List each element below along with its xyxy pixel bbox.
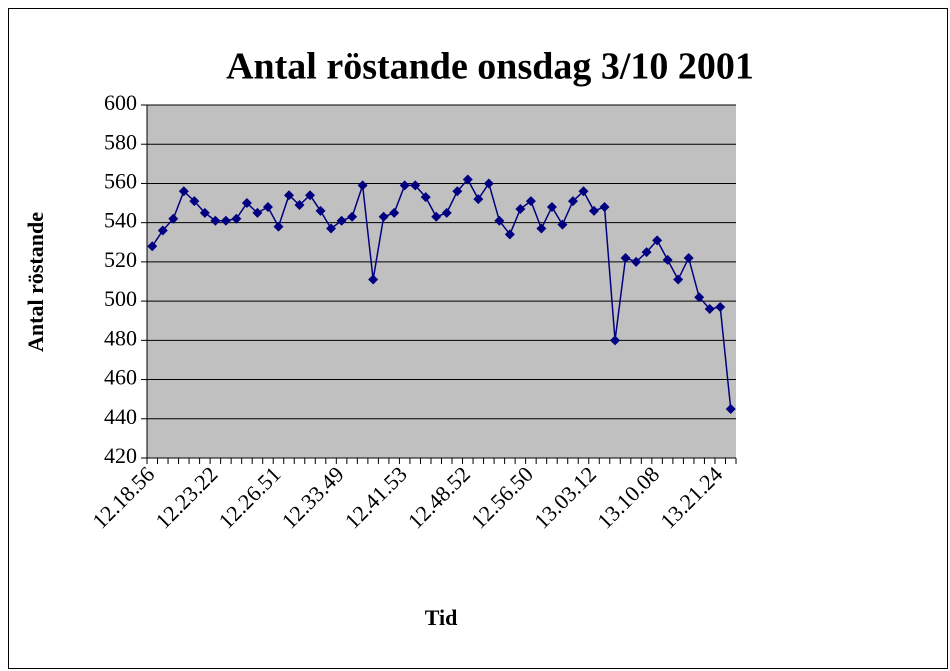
data-point (452, 186, 463, 197)
data-point (441, 207, 452, 218)
data-point (525, 196, 536, 207)
data-point (389, 207, 400, 218)
data-point (410, 180, 421, 191)
data-point (683, 252, 694, 263)
data-point (620, 252, 631, 263)
data-point (536, 223, 547, 234)
data-point (294, 200, 305, 211)
y-tick-label: 540 (104, 208, 137, 233)
data-point (378, 211, 389, 222)
data-point (662, 254, 673, 265)
data-point (399, 180, 410, 191)
data-point (567, 196, 578, 207)
data-point (231, 213, 242, 224)
y-tick-label: 520 (104, 247, 137, 272)
data-point (241, 198, 252, 209)
data-point (147, 241, 158, 252)
data-point (631, 256, 642, 267)
data-point (199, 207, 210, 218)
data-point (557, 219, 568, 230)
data-point (283, 190, 294, 201)
y-axis-label: Antal röstande (23, 212, 48, 352)
y-tick-label: 580 (104, 129, 137, 154)
data-point (494, 215, 505, 226)
data-point (305, 190, 316, 201)
y-tick-label: 560 (104, 168, 137, 193)
y-tick-label: 480 (104, 325, 137, 350)
data-point (725, 403, 736, 414)
y-tick-label: 420 (104, 443, 137, 468)
y-tick-label: 440 (104, 404, 137, 429)
data-point (178, 186, 189, 197)
y-tick-label: 600 (104, 90, 137, 115)
data-point (431, 211, 442, 222)
data-point (589, 205, 600, 216)
data-point (694, 292, 705, 303)
data-point (704, 303, 715, 314)
data-point (546, 201, 557, 212)
data-point (504, 229, 515, 240)
data-point (715, 301, 726, 312)
data-point (315, 205, 326, 216)
data-point (347, 211, 358, 222)
x-axis-label: Tid (425, 605, 458, 630)
data-point (368, 274, 379, 285)
data-point (336, 215, 347, 226)
data-point (168, 213, 179, 224)
data-point (357, 180, 368, 191)
data-point (210, 215, 221, 226)
data-point (252, 207, 263, 218)
y-tick-label: 460 (104, 365, 137, 390)
data-point (157, 225, 168, 236)
data-point (462, 174, 473, 185)
data-point (189, 196, 200, 207)
data-point (483, 178, 494, 189)
data-point (262, 201, 273, 212)
plot-area (147, 105, 736, 458)
chart-title: Antal röstande onsdag 3/10 2001 (226, 46, 754, 88)
data-point (673, 274, 684, 285)
data-point (610, 335, 621, 346)
data-point (652, 235, 663, 246)
data-point (273, 221, 284, 232)
data-point (420, 192, 431, 203)
data-point (599, 201, 610, 212)
data-point (473, 194, 484, 205)
data-point (220, 215, 231, 226)
y-tick-label: 500 (104, 286, 137, 311)
data-point (641, 247, 652, 258)
data-point (326, 223, 337, 234)
data-point (515, 203, 526, 214)
data-point (578, 186, 589, 197)
